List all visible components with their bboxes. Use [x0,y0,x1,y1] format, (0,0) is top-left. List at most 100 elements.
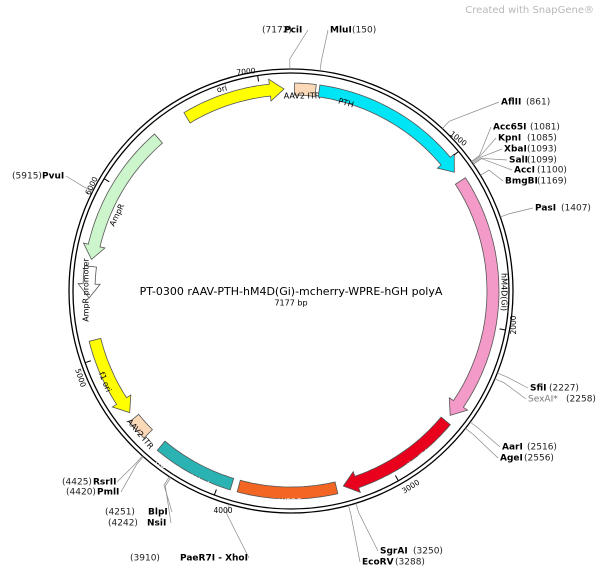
site-name: Acc65I [493,123,527,133]
backbone-outer [68,68,514,514]
site-leader [120,456,144,493]
plasmid-length: 7177 bp [274,299,307,308]
feature-arc [448,177,500,416]
site-position: (1169) [537,177,567,187]
site-position: (7172) [262,26,292,36]
site-leader [480,169,504,182]
site-leader [473,158,513,171]
feature-arc [77,265,101,299]
feature-label: AmpR promoter [82,258,91,322]
site-name: AccI [514,166,535,176]
feature-label: PTH [337,97,355,110]
site-name: PaeR7I - XhoI [180,554,248,564]
site-leader [348,505,361,563]
bp-tick [453,151,459,156]
site-leader [442,101,500,129]
site-leader [500,207,534,218]
site-position: (150) [352,26,376,36]
watermark: Created with SnapGene® [465,5,594,16]
site-name: PasI [535,204,556,214]
feature-arc [156,440,235,491]
site-leader [164,477,172,524]
site-name: SalI [509,156,528,166]
feature-arc [183,78,285,124]
site-position: (2227) [549,384,579,394]
site-position: (3910) [130,554,160,564]
bp-tick-label: 4000 [213,506,232,515]
feature-label: AAV2 ITR [284,92,321,101]
site-name: BmgBI [505,177,538,187]
feature-arc [317,84,455,173]
feature-label: hM4D(Gi) [500,273,509,311]
site-leader [289,29,309,69]
site-name: EcoRV [362,558,394,568]
feature-arc [88,337,132,414]
feature-arc [236,479,339,500]
site-position: (4242) [108,519,138,529]
bp-tick-label: 6000 [83,175,100,196]
site-position: (4420) [66,488,96,498]
site-leader [497,372,529,389]
bp-tick [257,75,260,82]
site-position: (2258) [566,395,596,405]
bp-tick [213,489,217,496]
site-name: PmlI [97,488,119,498]
feature-label: ori [216,84,228,95]
bp-tick-label: 7000 [236,66,256,77]
site-name: PvuI [42,172,64,182]
site-position: (3250) [413,547,443,557]
site-position: (2556) [524,454,554,464]
feature-arc [342,416,451,494]
site-leader [472,157,508,165]
site-position: (3288) [395,558,425,568]
site-leader [472,148,503,164]
site-name: XbaI [504,145,527,155]
site-position: (1085) [527,134,557,144]
site-position: (1093) [527,145,557,155]
bp-tick-label: 3000 [400,478,421,496]
site-position: (861) [526,98,550,108]
site-position: (1100) [537,166,567,176]
site-name: SfiI [530,384,547,394]
site-name: BlpI [148,508,168,518]
site-name: SexAI* [528,395,558,405]
site-name: MluI [330,26,352,36]
bp-tick [394,475,399,481]
backbone-inner [72,72,510,510]
site-leader [319,29,329,71]
site-leader [355,503,379,552]
feature-arc [128,413,153,439]
site-leader [116,455,143,483]
site-name: NsiI [147,519,166,529]
site-leader [469,421,501,448]
bp-tick [84,360,91,364]
site-position: (1407) [561,204,591,214]
site-position: (1099) [527,156,557,166]
feature-arc [82,133,163,261]
feature-arc [293,82,317,97]
feature-label: WPRE [278,498,301,507]
site-name: AarI [502,443,523,453]
site-leader [465,428,499,459]
site-position: (4425) [62,478,92,488]
site-position: (5915) [12,172,42,182]
site-name: RsrII [93,478,116,488]
site-name: AgeI [500,454,523,464]
site-leader [471,126,492,162]
plasmid-title: PT-0300 rAAV-PTH-hM4D(Gi)-mcherry-WPRE-h… [140,285,443,298]
site-name: PciI [284,26,302,36]
site-position: (2516) [527,443,557,453]
site-leader [226,504,250,559]
site-position: (1081) [530,123,560,133]
bp-tick-label: 2000 [509,315,518,334]
site-leader [163,476,173,513]
site-position: (4251) [105,508,135,518]
site-name: KpnI [498,134,521,144]
bp-tick [499,328,506,331]
site-leader [471,137,497,163]
bp-tick-label: 5000 [73,367,88,388]
site-name: SgrAI [380,547,408,557]
site-name: AflII [501,98,521,108]
bp-tick [103,178,110,183]
